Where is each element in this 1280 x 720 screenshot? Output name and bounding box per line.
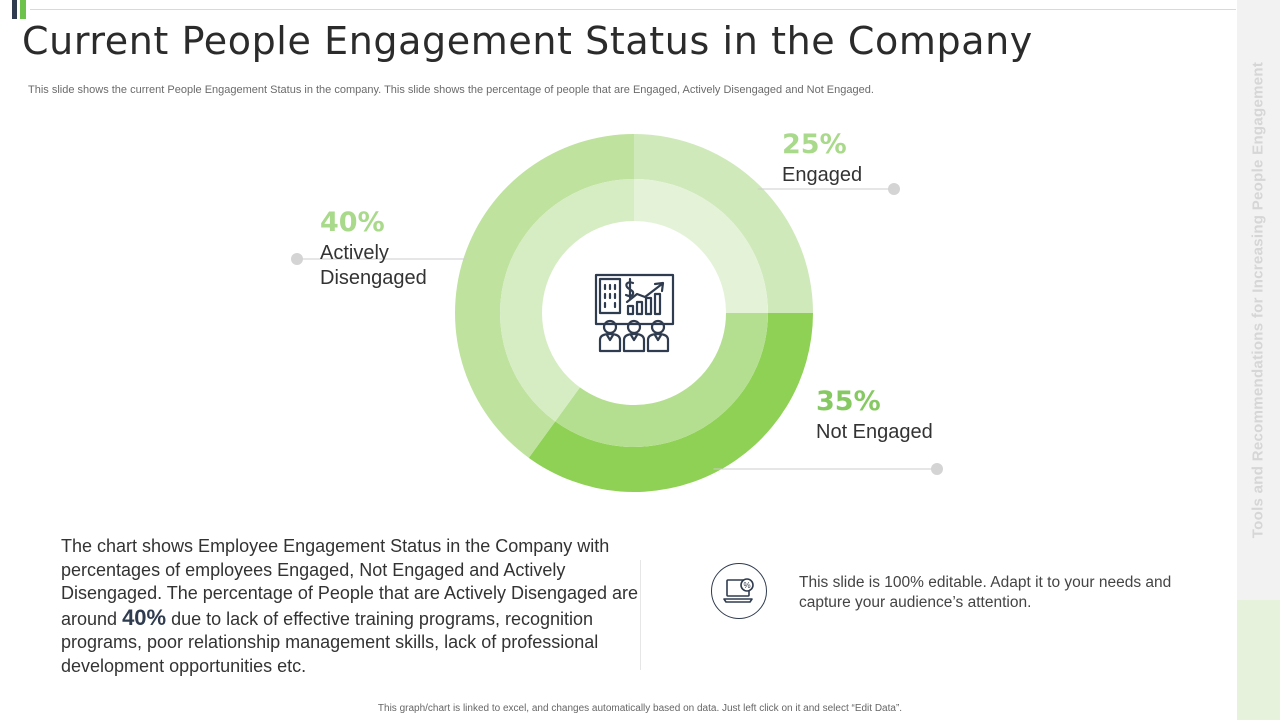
footer-note: This graph/chart is linked to excel, and… bbox=[377, 703, 903, 714]
leader-dot-actively-disengaged bbox=[291, 253, 303, 265]
label-disengaged-pct: 40% bbox=[320, 207, 385, 238]
editable-note: This slide is 100% editable. Adapt it to… bbox=[799, 574, 1172, 611]
slice-engaged-inner[interactable] bbox=[634, 179, 768, 313]
chart-description: The chart shows Employee Engagement Stat… bbox=[61, 535, 641, 678]
description-text-part2: due to lack of effective training progra… bbox=[61, 608, 599, 676]
label-engaged-name: Engaged bbox=[782, 164, 863, 186]
presentation-audience-icon bbox=[594, 273, 675, 353]
slice-not-engaged-inner[interactable] bbox=[555, 313, 768, 448]
description-text-part1: The chart shows Employee Engagement Stat… bbox=[61, 536, 639, 629]
vertical-divider bbox=[640, 560, 641, 670]
laptop-percent-icon: % bbox=[711, 563, 767, 619]
slice-actively-disengaged-outer[interactable] bbox=[455, 134, 634, 458]
leader-dot-engaged bbox=[888, 183, 900, 195]
accent-bar-dark bbox=[12, 0, 17, 19]
slide-subtitle: This slide shows the current People Enga… bbox=[28, 84, 874, 96]
label-engaged-pct: 25% bbox=[782, 129, 847, 160]
side-panel-title: Tools and Recommendations for Increasing… bbox=[1249, 61, 1267, 539]
slice-not-engaged-outer[interactable] bbox=[528, 313, 813, 492]
svg-text:%: % bbox=[743, 581, 750, 590]
label-disengaged-name-line1: Actively bbox=[320, 242, 389, 264]
label-not-engaged-pct: 35% bbox=[816, 386, 881, 417]
top-rule bbox=[30, 9, 1236, 10]
label-not-engaged-name: Not Engaged bbox=[816, 421, 933, 443]
accent-bar-green bbox=[20, 0, 26, 19]
description-highlight: 40% bbox=[122, 604, 167, 630]
slice-engaged-outer[interactable] bbox=[634, 134, 813, 313]
leader-dot-not-engaged bbox=[931, 463, 943, 475]
slide-title: Current People Engagement Status in the … bbox=[22, 19, 1033, 63]
label-disengaged-name-line2: Disengaged bbox=[320, 267, 427, 289]
doughnut-chart[interactable] bbox=[0, 0, 1236, 540]
side-panel-accent bbox=[1237, 600, 1280, 720]
slice-actively-disengaged-inner[interactable] bbox=[499, 179, 634, 422]
